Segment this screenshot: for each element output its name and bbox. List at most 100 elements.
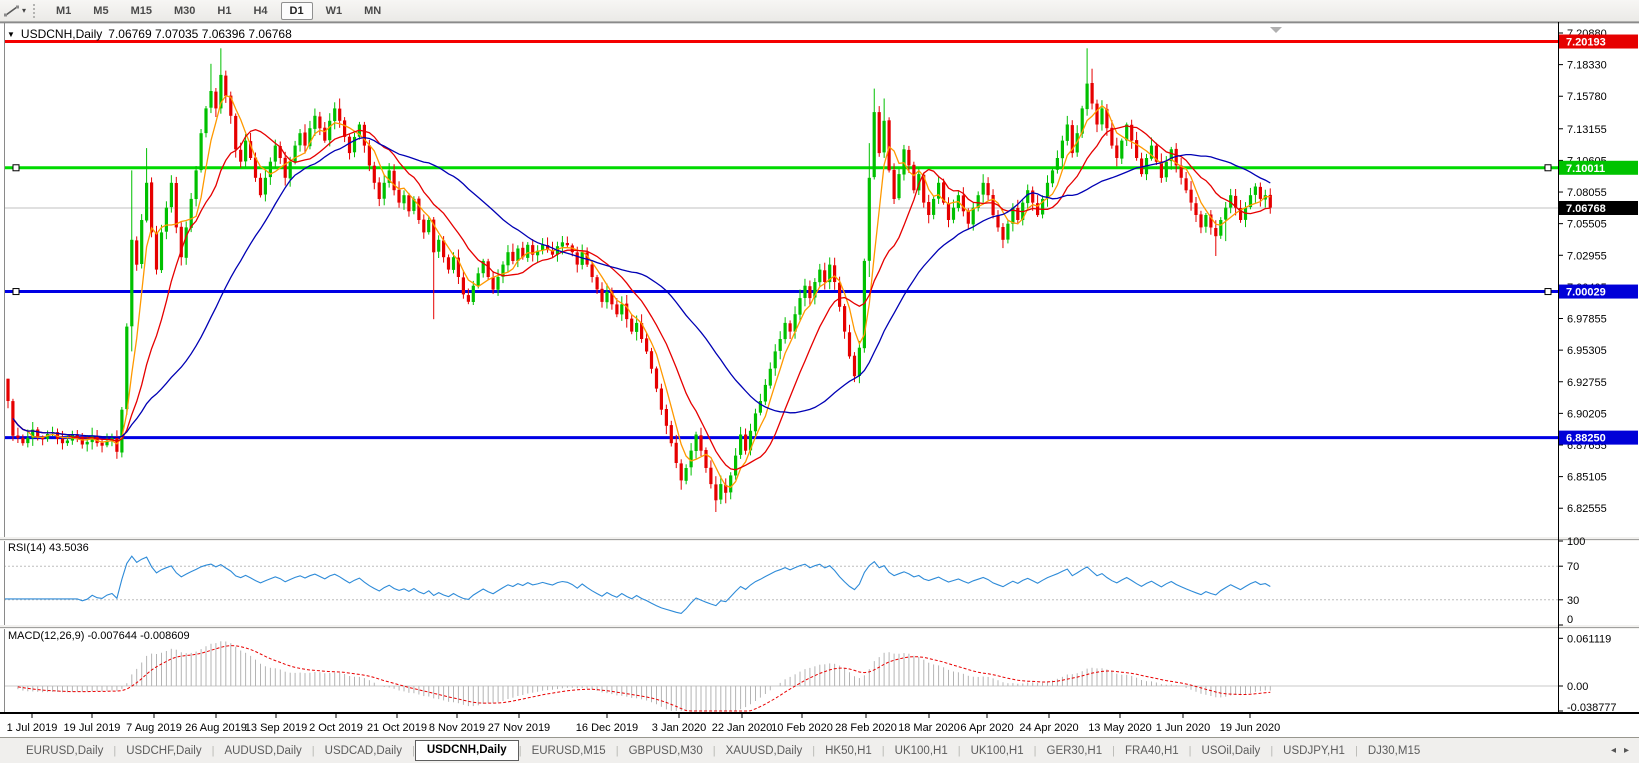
tab-separator: |	[615, 744, 619, 757]
tab-separator: |	[211, 744, 215, 757]
chart-tab-eurusd-daily[interactable]: EURUSD,Daily	[26, 744, 104, 757]
timeframe-button-w1[interactable]: W1	[325, 4, 343, 17]
chart-tab-xauusd-daily[interactable]: XAUUSD,Daily	[725, 744, 803, 757]
timeframe-buttons: M1 M5 M15 M30 H1 H4 D1 W1 MN	[45, 1, 392, 20]
dropdown-arrow-icon[interactable]: ▾	[22, 6, 27, 15]
chart-tab-usdchf-daily[interactable]: USDCHF,Daily	[126, 744, 202, 757]
svg-text:6.95305: 6.95305	[1567, 345, 1607, 357]
svg-text:7 Aug 2019: 7 Aug 2019	[126, 722, 182, 734]
svg-text:19 Jun 2020: 19 Jun 2020	[1220, 722, 1281, 734]
toolbar-grip	[33, 3, 38, 18]
timeframe-button-m30[interactable]: M30	[173, 4, 196, 17]
chart-tab-usdjpy-h1[interactable]: USDJPY,H1	[1283, 744, 1345, 757]
tab-separator: |	[1188, 744, 1192, 757]
timeframe-button-d1[interactable]: D1	[280, 1, 313, 20]
line-handle[interactable]	[1544, 288, 1552, 296]
timeframe-button-m1[interactable]: M1	[56, 4, 72, 17]
chart-tab-usdcad-daily[interactable]: USDCAD,Daily	[324, 744, 402, 757]
svg-text:7.08055: 7.08055	[1567, 187, 1607, 199]
svg-text:-0.038777: -0.038777	[1567, 702, 1617, 714]
svg-text:100: 100	[1567, 536, 1585, 548]
tab-separator: |	[411, 744, 415, 757]
svg-text:10 Feb 2020: 10 Feb 2020	[771, 722, 833, 734]
svg-text:16 Dec 2019: 16 Dec 2019	[576, 722, 638, 734]
tab-separator: |	[1112, 744, 1115, 757]
svg-text:30: 30	[1567, 595, 1579, 607]
svg-text:7.05505: 7.05505	[1567, 219, 1607, 231]
svg-text:7.02955: 7.02955	[1567, 250, 1607, 262]
tab-separator: |	[712, 744, 716, 757]
chart-shift-marker[interactable]	[1270, 27, 1282, 33]
line-handle[interactable]	[1544, 164, 1552, 172]
draw-tool-icon[interactable]	[2, 3, 22, 19]
svg-text:1 Jun 2020: 1 Jun 2020	[1156, 722, 1210, 734]
timeframe-button-h4[interactable]: H4	[253, 4, 268, 17]
tab-separator: |	[881, 744, 885, 757]
svg-text:6.97855: 6.97855	[1567, 314, 1607, 326]
svg-text:7.18330: 7.18330	[1567, 60, 1607, 72]
svg-text:21 Oct 2019: 21 Oct 2019	[367, 722, 427, 734]
timeframe-button-m5[interactable]: M5	[93, 4, 109, 17]
chart-tab-ger30-h1[interactable]: GER30,H1	[1046, 744, 1103, 757]
chart-tab-audusd-daily[interactable]: AUDUSD,Daily	[224, 744, 302, 757]
tab-separator: |	[1354, 744, 1358, 757]
svg-text:0.00: 0.00	[1567, 681, 1588, 693]
rsi-label: RSI(14) 43.5036	[8, 542, 89, 554]
rsi-axis: 100 70 30 0	[1558, 536, 1585, 626]
chart-tab-gbpusd-m30[interactable]: GBPUSD,M30	[628, 744, 703, 757]
svg-text:6.82555: 6.82555	[1567, 503, 1607, 515]
chart-tab-eurusd-m15[interactable]: EURUSD,M15	[531, 744, 606, 757]
chart-tab-usoil-daily[interactable]: USOil,Daily	[1201, 744, 1261, 757]
price-tag: 6.88250	[1559, 430, 1638, 445]
chart-title-ohlc: 7.06769 7.07035 7.06396 7.06768	[108, 27, 292, 41]
chart-tab-fra40-h1[interactable]: FRA40,H1	[1124, 744, 1179, 757]
macd-histogram	[17, 641, 1271, 711]
price-chart[interactable]: 7.208807.183307.157807.131557.106057.080…	[0, 22, 1639, 737]
date-axis: 1 Jul 2019 19 Jul 2019 7 Aug 2019 26 Aug 20…	[7, 714, 1281, 734]
ma-medium-line	[12, 125, 1271, 471]
svg-text:13 May 2020: 13 May 2020	[1088, 722, 1152, 734]
timeframe-button-mn[interactable]: MN	[364, 4, 382, 17]
chart-tab-uk100-h1[interactable]: UK100,H1	[970, 744, 1024, 757]
rsi-line	[4, 555, 1271, 615]
chart-title-symbol: USDCNH,Daily	[20, 27, 103, 41]
svg-text:26 Aug 2019: 26 Aug 2019	[185, 722, 247, 734]
svg-text:7.20193: 7.20193	[1566, 37, 1606, 49]
price-tag: 7.10011	[1559, 160, 1638, 175]
macd-label: MACD(12,26,9) -0.007644 -0.008609	[8, 630, 190, 642]
price-tag: 7.06768	[1559, 200, 1638, 215]
collapse-triangle-icon[interactable]: ▼	[7, 29, 15, 39]
tab-separator: |	[1270, 744, 1274, 757]
chart-tab-usdcnh-daily[interactable]: USDCNH,Daily	[414, 740, 519, 761]
chart-tab-hk50-h1[interactable]: HK50,H1	[825, 744, 872, 757]
svg-text:6 Apr 2020: 6 Apr 2020	[960, 722, 1013, 734]
tab-separator: |	[311, 744, 315, 757]
tab-separator: |	[812, 744, 816, 757]
ma-fast-line	[12, 94, 1271, 489]
svg-text:1 Jul 2019: 1 Jul 2019	[7, 722, 58, 734]
svg-text:28 Feb 2020: 28 Feb 2020	[835, 722, 897, 734]
svg-text:27 Nov 2019: 27 Nov 2019	[488, 722, 550, 734]
tab-separator: |	[1033, 744, 1037, 757]
tab-scroll-left-icon[interactable]: ◂	[1610, 745, 1616, 756]
line-handle[interactable]	[12, 164, 20, 172]
chart-tab-uk100-h1[interactable]: UK100,H1	[894, 744, 948, 757]
tab-separator: |	[113, 744, 117, 757]
chart-tab-dj30-m15[interactable]: DJ30,M15	[1367, 744, 1421, 757]
svg-text:6.85105: 6.85105	[1567, 472, 1607, 484]
svg-text:7.13155: 7.13155	[1567, 124, 1607, 136]
svg-text:0: 0	[1567, 614, 1573, 626]
chart-tabs: EURUSD,Daily | USDCHF,Daily | AUDUSD,Daily | U…	[16, 740, 1430, 761]
line-handle[interactable]	[12, 288, 20, 296]
timeframe-button-h1[interactable]: H1	[217, 4, 232, 17]
tab-scroll-right-icon[interactable]: ▸	[1623, 745, 1629, 756]
price-tag: 7.20193	[1559, 34, 1638, 49]
tab-separator: |	[957, 744, 961, 757]
chart-tab-bar: EURUSD,Daily | USDCHF,Daily | AUDUSD,Daily | U…	[0, 737, 1639, 763]
svg-text:2 Oct 2019: 2 Oct 2019	[309, 722, 363, 734]
svg-text:18 Mar 2020: 18 Mar 2020	[898, 722, 960, 734]
timeframe-button-m15[interactable]: M15	[130, 4, 152, 17]
svg-text:13 Sep 2019: 13 Sep 2019	[245, 722, 307, 734]
svg-text:7.00029: 7.00029	[1566, 287, 1606, 299]
chart-title: ▼ USDCNH,Daily 7.06769 7.07035 7.06396 7…	[7, 27, 292, 41]
